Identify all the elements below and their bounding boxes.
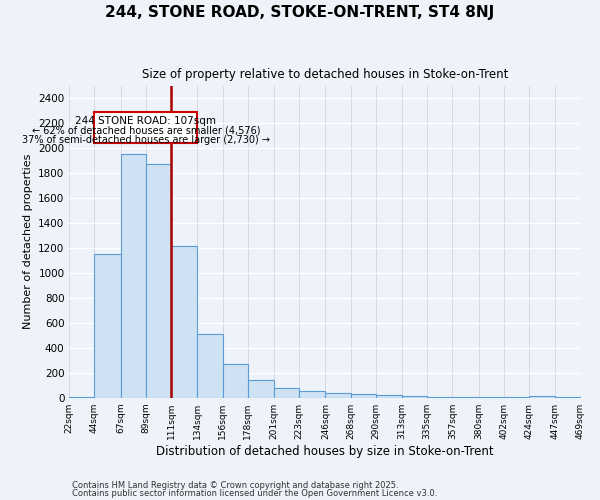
- X-axis label: Distribution of detached houses by size in Stoke-on-Trent: Distribution of detached houses by size …: [156, 444, 494, 458]
- Bar: [274, 388, 299, 398]
- Text: 244 STONE ROAD: 107sqm: 244 STONE ROAD: 107sqm: [76, 116, 217, 126]
- Bar: [529, 396, 556, 398]
- Bar: [121, 154, 146, 398]
- Text: 244, STONE ROAD, STOKE-ON-TRENT, ST4 8NJ: 244, STONE ROAD, STOKE-ON-TRENT, ST4 8NJ: [106, 5, 494, 20]
- Title: Size of property relative to detached houses in Stoke-on-Trent: Size of property relative to detached ho…: [142, 68, 508, 80]
- Bar: [223, 364, 248, 398]
- Bar: [171, 246, 197, 398]
- Bar: [427, 396, 452, 398]
- Bar: [248, 380, 274, 398]
- Bar: [402, 396, 427, 398]
- FancyBboxPatch shape: [94, 112, 197, 143]
- Bar: [452, 397, 479, 398]
- Bar: [146, 164, 171, 398]
- Bar: [325, 392, 350, 398]
- Bar: [376, 395, 402, 398]
- Text: Contains HM Land Registry data © Crown copyright and database right 2025.: Contains HM Land Registry data © Crown c…: [72, 480, 398, 490]
- Y-axis label: Number of detached properties: Number of detached properties: [23, 154, 32, 330]
- Bar: [299, 391, 325, 398]
- Bar: [350, 394, 376, 398]
- Bar: [197, 334, 223, 398]
- Text: Contains public sector information licensed under the Open Government Licence v3: Contains public sector information licen…: [72, 489, 437, 498]
- Text: ← 62% of detached houses are smaller (4,576): ← 62% of detached houses are smaller (4,…: [32, 126, 260, 136]
- Bar: [70, 397, 94, 398]
- Text: 37% of semi-detached houses are larger (2,730) →: 37% of semi-detached houses are larger (…: [22, 135, 270, 145]
- Bar: [94, 254, 121, 398]
